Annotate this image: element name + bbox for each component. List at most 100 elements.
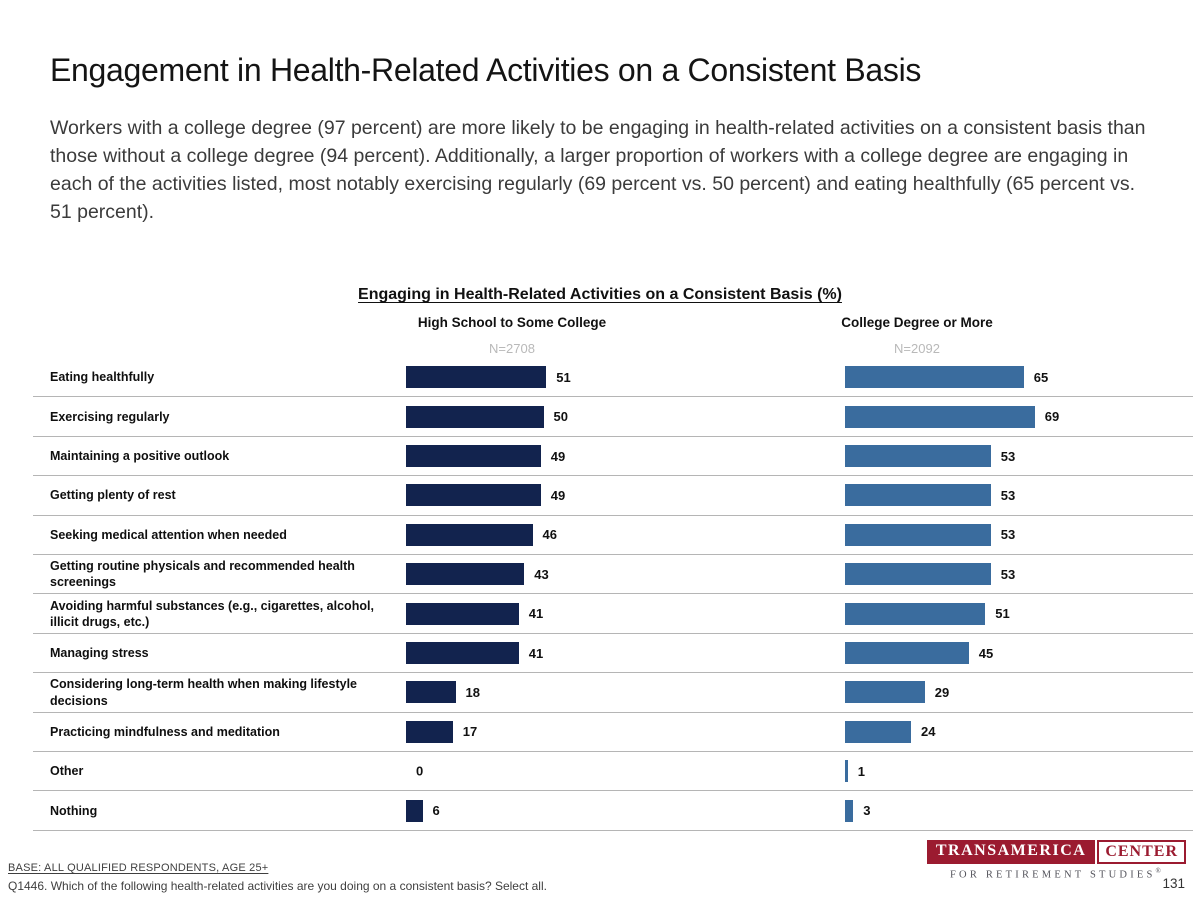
bar-group-college: 69 <box>845 405 1059 428</box>
bar-value: 17 <box>462 724 478 740</box>
bar <box>406 523 533 546</box>
bar-group-college: 45 <box>845 642 994 665</box>
chart-row: Avoiding harmful substances (e.g., cigar… <box>33 594 1193 634</box>
bar <box>845 602 986 625</box>
bar-group-high-school: 18 <box>406 681 480 704</box>
bar-chart: Eating healthfully 51 65 Exercising regular… <box>33 358 1193 831</box>
bar-group-high-school: 17 <box>406 720 478 743</box>
bar-value: 41 <box>528 645 544 661</box>
sample-size-high-school: N=2708 <box>489 341 535 356</box>
bar-group-college: 1 <box>845 760 865 783</box>
registered-mark: ® <box>1155 867 1161 875</box>
bar <box>406 445 541 468</box>
column-header-high-school: High School to Some College <box>417 315 607 330</box>
logo-center-box: CENTER <box>1097 840 1186 864</box>
bar-group-college: 24 <box>845 720 935 743</box>
row-label: Avoiding harmful substances (e.g., cigar… <box>50 598 374 629</box>
bar <box>845 405 1035 428</box>
bar-group-high-school: 49 <box>406 484 566 507</box>
bar <box>406 366 547 389</box>
sample-size-college: N=2092 <box>894 341 940 356</box>
bar <box>845 681 925 704</box>
bar <box>845 366 1024 389</box>
bar-value: 65 <box>1033 369 1049 385</box>
chart-row: Exercising regularly 50 69 <box>33 397 1193 437</box>
chart-row: Practicing mindfulness and meditation 17 2… <box>33 713 1193 753</box>
bar-value: 43 <box>534 566 549 582</box>
bar-value: 53 <box>1000 487 1016 503</box>
bar <box>845 445 991 468</box>
bar <box>845 642 969 665</box>
bar <box>406 642 519 665</box>
bar-group-high-school: 6 <box>406 799 440 822</box>
chart-row: Maintaining a positive outlook 49 53 <box>33 437 1193 477</box>
bar-value: 51 <box>556 369 571 385</box>
row-label: Seeking medical attention when needed <box>50 527 287 542</box>
bar-group-college: 65 <box>845 366 1049 389</box>
bar-value: 53 <box>1000 448 1016 464</box>
row-label: Maintaining a positive outlook <box>50 448 230 463</box>
bar <box>845 720 911 743</box>
bar-value: 1 <box>857 763 865 779</box>
intro-paragraph: Workers with a college degree (97 percen… <box>50 117 1146 223</box>
bar-group-high-school: 43 <box>406 563 549 586</box>
column-header-college: College Degree or More <box>841 315 993 330</box>
row-label: Getting routine physicals and recommende… <box>50 558 355 590</box>
bar <box>406 720 453 743</box>
bar-value: 49 <box>550 487 566 503</box>
bar-value: 0 <box>416 763 424 779</box>
bar <box>845 799 854 822</box>
bar <box>845 563 991 586</box>
bar-value: 46 <box>542 527 557 543</box>
bar <box>406 602 519 625</box>
bar <box>406 799 423 822</box>
page-title: Engagement in Health-Related Activities … <box>50 52 922 88</box>
bar-group-high-school: 49 <box>406 445 566 468</box>
bar-group-high-school: 50 <box>406 405 568 428</box>
chart-title: Engaging in Health-Related Activities on… <box>358 286 842 303</box>
chart-row: Managing stress 41 45 <box>33 634 1193 674</box>
bar-value: 41 <box>528 606 544 622</box>
row-label: Eating healthfully <box>50 370 155 385</box>
bar-group-college: 53 <box>845 445 1016 468</box>
chart-row: Getting plenty of rest 49 53 <box>33 476 1193 516</box>
bar-group-high-school: 51 <box>406 366 571 389</box>
chart-row: Nothing 6 3 <box>33 791 1193 831</box>
bar-group-high-school: 0 <box>406 764 423 779</box>
row-label: Other <box>50 764 84 779</box>
row-label: Considering long-term health when making… <box>50 677 357 708</box>
logo-tagline: FOR RETIREMENT STUDIES® <box>950 867 1186 881</box>
bar-value: 53 <box>1000 566 1016 582</box>
bar <box>406 681 456 704</box>
bar <box>406 563 525 586</box>
bar-group-college: 51 <box>845 602 1010 625</box>
row-label: Practicing mindfulness and meditation <box>50 724 280 739</box>
bar-value: 45 <box>978 645 994 661</box>
logo-brand-box: TRANSAMERICA <box>926 840 1096 864</box>
bar <box>845 523 991 546</box>
row-label: Exercising regularly <box>50 409 170 424</box>
bar <box>845 484 991 507</box>
transamerica-logo: TRANSAMERICA CENTER FOR RETIREMENT STUDI… <box>926 840 1186 881</box>
page-number: 131 <box>1162 876 1185 891</box>
question-note: Q1446. Which of the following health-rel… <box>8 879 547 893</box>
row-label: Managing stress <box>50 645 149 660</box>
chart-row: Seeking medical attention when needed 46 5… <box>33 516 1193 556</box>
bar-value: 49 <box>550 448 566 464</box>
bar-group-college: 53 <box>845 563 1016 586</box>
logo-tagline-text: FOR RETIREMENT STUDIES <box>950 869 1156 881</box>
bar-group-high-school: 41 <box>406 602 544 625</box>
bar-group-college: 29 <box>845 681 949 704</box>
base-note: BASE: ALL QUALIFIED RESPONDENTS, AGE 25+ <box>8 862 269 874</box>
row-label: Nothing <box>50 803 98 818</box>
bar-value: 6 <box>432 803 440 819</box>
bar <box>845 760 848 783</box>
bar-value: 51 <box>995 606 1010 622</box>
chart-row: Other 0 1 <box>33 752 1193 792</box>
row-label: Getting plenty of rest <box>50 488 176 503</box>
bar <box>406 484 541 507</box>
bar-group-high-school: 41 <box>406 642 544 665</box>
chart-row: Getting routine physicals and recommende… <box>33 555 1193 595</box>
bar-group-college: 53 <box>845 523 1015 546</box>
